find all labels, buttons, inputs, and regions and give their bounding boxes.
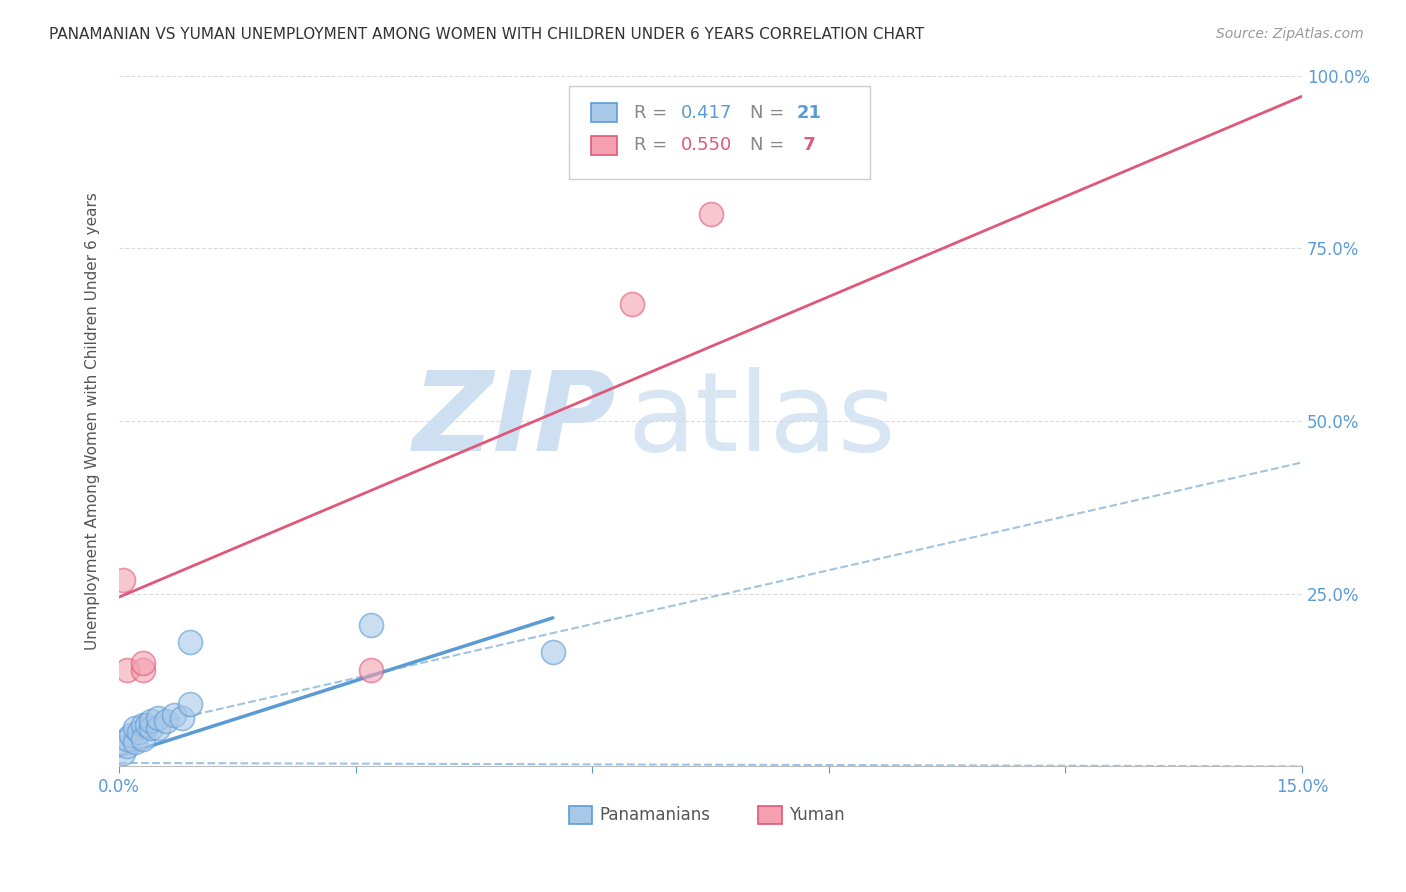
Point	[155, 714, 177, 729]
Text: ZIP: ZIP	[412, 368, 616, 475]
Point	[148, 711, 170, 725]
Text: 0.550: 0.550	[681, 136, 733, 154]
Point	[124, 735, 146, 749]
Text: Source: ZipAtlas.com: Source: ZipAtlas.com	[1216, 27, 1364, 41]
Point	[360, 617, 382, 632]
Text: N =: N =	[749, 136, 790, 154]
Text: Panamanians: Panamanians	[599, 805, 710, 824]
Point	[115, 731, 138, 746]
Point	[179, 635, 201, 649]
Text: R =: R =	[634, 103, 672, 122]
Text: R =: R =	[634, 136, 672, 154]
Point	[111, 573, 134, 587]
Point	[135, 718, 157, 732]
Point	[120, 728, 142, 742]
Text: 7: 7	[797, 136, 815, 154]
Point	[360, 663, 382, 677]
Point	[132, 656, 155, 670]
Bar	[758, 806, 782, 823]
Point	[699, 207, 721, 221]
Point	[111, 746, 134, 760]
Bar	[591, 103, 617, 122]
Point	[139, 722, 162, 736]
Point	[541, 645, 564, 659]
Point	[179, 697, 201, 711]
FancyBboxPatch shape	[568, 86, 870, 179]
Point	[124, 722, 146, 736]
Text: PANAMANIAN VS YUMAN UNEMPLOYMENT AMONG WOMEN WITH CHILDREN UNDER 6 YEARS CORRELA: PANAMANIAN VS YUMAN UNEMPLOYMENT AMONG W…	[49, 27, 925, 42]
Text: Yuman: Yuman	[789, 805, 844, 824]
Point	[115, 663, 138, 677]
Text: 21: 21	[797, 103, 823, 122]
Y-axis label: Unemployment Among Women with Children Under 6 years: Unemployment Among Women with Children U…	[86, 192, 100, 650]
Point	[132, 663, 155, 677]
Text: N =: N =	[749, 103, 790, 122]
Bar	[591, 136, 617, 155]
Point	[132, 731, 155, 746]
Bar	[568, 806, 592, 823]
Text: atlas: atlas	[627, 368, 896, 475]
Point	[148, 722, 170, 736]
Text: 0.417: 0.417	[681, 103, 733, 122]
Point	[139, 714, 162, 729]
Point	[172, 711, 194, 725]
Point	[163, 707, 186, 722]
Point	[132, 718, 155, 732]
Point	[115, 739, 138, 753]
Point	[620, 296, 643, 310]
Point	[128, 724, 150, 739]
